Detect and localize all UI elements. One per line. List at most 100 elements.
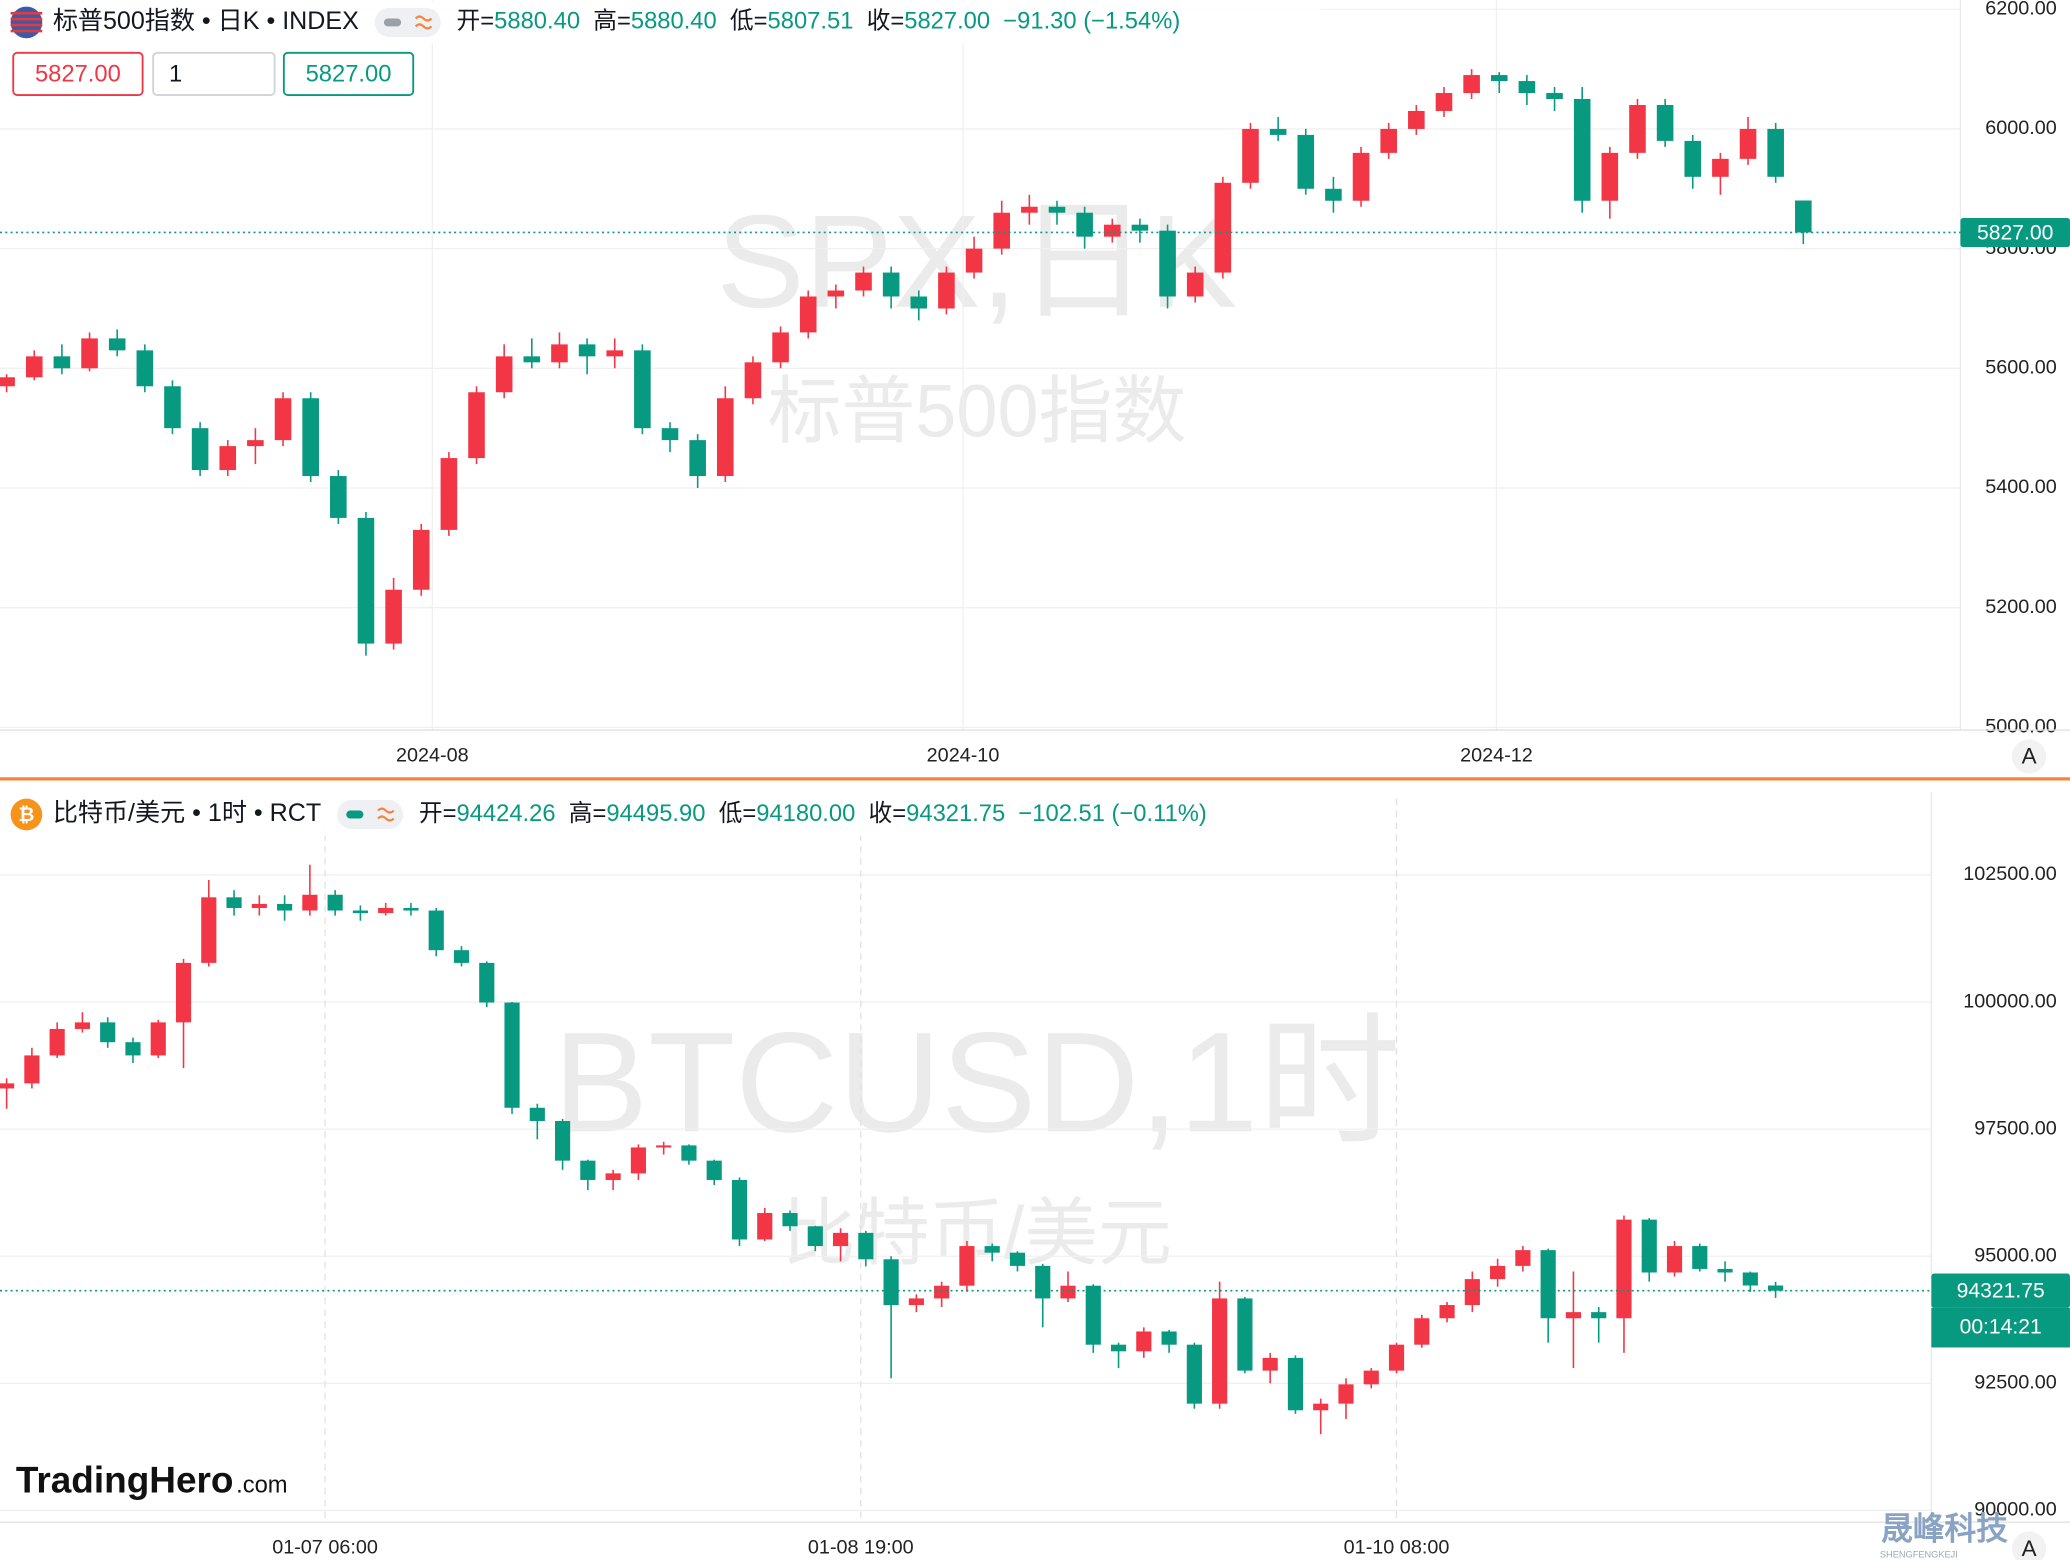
header-bg <box>0 793 1321 836</box>
order-button[interactable] <box>152 51 276 96</box>
change-value: −91.30 (−1.54%) <box>1003 8 1180 35</box>
candle-body <box>175 962 192 1023</box>
corner-watermark-sub: SHENGFENGKEJI <box>1880 1550 1958 1560</box>
candle-body <box>1060 1285 1076 1299</box>
x-tick-label: 01-10 08:00 <box>1344 1537 1450 1559</box>
y-tick-label: 100000.00 <box>1963 990 2057 1012</box>
candle-body <box>191 428 209 471</box>
watermark: BTCUSD,1时 <box>553 1003 1401 1162</box>
scale-button[interactable]: A <box>2022 1536 2037 1560</box>
candle-body <box>1546 93 1563 100</box>
y-tick-label: 102500.00 <box>1963 863 2057 885</box>
scale-button[interactable]: A <box>2022 744 2037 769</box>
candle-body <box>100 1022 116 1043</box>
candle-body <box>1237 1298 1253 1371</box>
order-button[interactable] <box>282 51 415 96</box>
candle-body <box>1388 1344 1405 1371</box>
change-value: −102.51 (−0.11%) <box>1018 800 1206 827</box>
scale-button-bg[interactable] <box>2011 739 2047 774</box>
candle-body <box>605 1173 621 1180</box>
flag-stripe <box>10 17 43 21</box>
candle-body <box>164 386 181 429</box>
x-tick-label: 01-07 06:00 <box>272 1537 378 1559</box>
candle-body <box>0 1083 15 1089</box>
candle-body <box>302 398 319 477</box>
candle-body <box>1591 1312 1607 1319</box>
order-button[interactable] <box>12 51 144 96</box>
candle-body <box>1262 1357 1278 1371</box>
candle-body <box>1380 128 1397 153</box>
candle-body <box>1464 1279 1480 1306</box>
candle-body <box>578 344 596 357</box>
candle-body <box>984 1246 1000 1253</box>
corner-watermark: 晟峰科技 <box>1881 1511 2008 1547</box>
y-tick-label: 95000.00 <box>1974 1244 2057 1266</box>
candle-body <box>49 1028 65 1056</box>
candle-body <box>403 907 419 911</box>
candle-body <box>551 344 568 363</box>
candle-body <box>1287 1357 1304 1411</box>
coin-symbol: ₿ <box>18 804 34 826</box>
y-tick-label: 5000.00 <box>1985 716 2057 738</box>
candle-body <box>1352 152 1370 201</box>
ohlc-label: 收= <box>869 800 907 827</box>
candle-body <box>1214 182 1232 273</box>
candle-body <box>1159 230 1176 297</box>
candle-body <box>219 446 237 471</box>
candle-body <box>1565 1312 1582 1319</box>
candle-body <box>523 356 541 363</box>
candle-body <box>827 290 845 297</box>
symbol-icon <box>10 6 43 39</box>
candle-body <box>1742 1272 1758 1286</box>
candle-body <box>1629 104 1646 153</box>
ohlc-label: 高= <box>569 800 607 827</box>
candle-body <box>656 1145 672 1148</box>
scale-button-bg[interactable] <box>2011 1531 2047 1560</box>
candle-body <box>858 1232 874 1260</box>
candle-body <box>1518 81 1536 94</box>
candle-body <box>1666 1246 1683 1273</box>
candle-body <box>125 1042 141 1056</box>
candle-body <box>883 1259 899 1306</box>
flag-stripe <box>10 11 43 15</box>
candle-body <box>247 440 264 447</box>
candle-body <box>689 440 706 477</box>
candle-body <box>1269 128 1287 135</box>
candle-body <box>201 897 217 963</box>
candle-body <box>965 248 983 273</box>
order-button-label[interactable]: 5827.00 <box>306 61 392 88</box>
candle-body <box>1490 75 1508 82</box>
candle-body <box>832 1232 849 1247</box>
candle-body <box>1021 206 1038 213</box>
ohlc-label: 低= <box>719 800 757 827</box>
candle-body <box>1212 1298 1228 1404</box>
candle-body <box>1692 1246 1708 1269</box>
candle-body <box>1408 110 1425 129</box>
y-tick-label: 97500.00 <box>1974 1117 2057 1139</box>
candle-body <box>1242 128 1259 183</box>
candle-body <box>1739 128 1757 159</box>
candle-body <box>25 356 43 378</box>
status-pill <box>337 800 404 830</box>
candle-body <box>1601 152 1619 201</box>
candle-body <box>1085 1285 1101 1345</box>
y-tick-label: 5400.00 <box>1985 476 2057 498</box>
candle-body <box>1076 212 1093 237</box>
order-button-label[interactable]: 5827.00 <box>35 61 121 88</box>
symbol-icon <box>10 798 43 831</box>
order-button-label[interactable]: 1 <box>169 61 182 88</box>
logo-suffix: .com <box>236 1472 287 1499</box>
ohlc-value: 5827.00 <box>904 8 990 35</box>
ohlc-label: 收= <box>867 8 905 35</box>
ohlc-label: 开= <box>457 8 495 35</box>
candle-body <box>468 392 485 459</box>
candle-body <box>453 950 470 963</box>
candle-body <box>81 338 98 369</box>
candle-body <box>1515 1250 1531 1266</box>
candle-body <box>606 350 624 357</box>
ohlc-value: 94424.26 <box>456 800 555 827</box>
candle-body <box>1186 1344 1202 1404</box>
x-tick-label: 2024-12 <box>1460 745 1533 767</box>
candle-body <box>1439 1305 1455 1319</box>
